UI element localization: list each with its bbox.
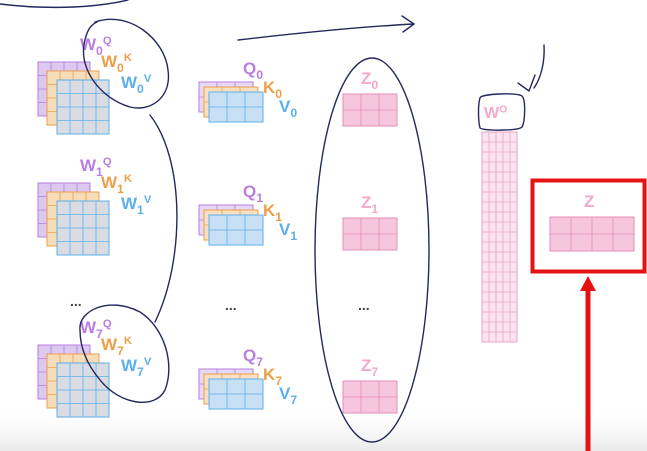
wq-label: W1Q: [80, 156, 112, 179]
wo-arrow-shaft: [533, 44, 545, 89]
arrow-top-line: [237, 23, 415, 41]
z-label: Z0: [361, 69, 378, 92]
z-head-0: Z0: [342, 69, 398, 127]
z-label: Z7: [361, 356, 378, 379]
final-z-output: Z: [549, 192, 635, 252]
wo-box-annotation: [477, 93, 526, 131]
q-label: Q7: [243, 346, 263, 369]
v-label: V1: [279, 220, 297, 243]
z-matrix: [342, 380, 398, 414]
wk-label: W0K: [101, 52, 132, 75]
wo-arrow-head: [517, 74, 536, 92]
arrow-top-head: [401, 15, 415, 33]
z-final-label: Z: [584, 192, 594, 211]
circle-w7-labels: [79, 304, 170, 404]
v-matrix: [208, 378, 264, 410]
z-label: Z1: [361, 193, 378, 216]
final-z-highlight-box: [530, 178, 647, 274]
hand-annotations: [0, 0, 545, 443]
wv-matrix: [56, 362, 110, 418]
red-arrow-head: [580, 276, 596, 291]
top-left-scribble: [0, 0, 129, 9]
z-final-matrix: [549, 216, 635, 252]
v-label: V0: [279, 97, 297, 120]
qkv-ellipsis: ...: [225, 297, 237, 313]
weights-ellipsis: ...: [70, 293, 82, 309]
wq-label: W0Q: [80, 35, 112, 58]
wq-label: W7Q: [80, 318, 112, 341]
k-label: K1: [263, 201, 282, 224]
v-label: V7: [279, 384, 297, 407]
wv-label: W0V: [121, 73, 152, 96]
z-matrix: [342, 93, 398, 127]
wk-label: W7K: [101, 335, 132, 358]
z-head-7: Z7: [342, 356, 398, 414]
z-head-1: Z1: [342, 193, 398, 251]
wv-matrix: [56, 200, 110, 256]
v-matrix: [208, 214, 264, 246]
z-heads-column: Z0 Z1 Z7: [342, 69, 398, 414]
k-label: K7: [263, 365, 282, 388]
z-ellipsis: ...: [358, 297, 370, 313]
wo-label: WO: [484, 103, 507, 122]
connector-curve: [149, 114, 178, 323]
k-label: K0: [263, 78, 282, 101]
wo-grid: [481, 131, 518, 343]
wv-label: W1V: [121, 194, 152, 217]
v-matrix: [208, 91, 264, 123]
q-label: Q1: [243, 182, 263, 205]
circle-w0-labels: [82, 18, 170, 109]
wv-label: W7V: [121, 356, 152, 379]
wo-matrix: WO: [481, 103, 518, 343]
wk-label: W1K: [101, 173, 132, 196]
circle-z-column: [314, 57, 430, 443]
q-label: Q0: [243, 59, 263, 82]
wv-matrix: [56, 79, 110, 135]
z-matrix: [342, 217, 398, 251]
